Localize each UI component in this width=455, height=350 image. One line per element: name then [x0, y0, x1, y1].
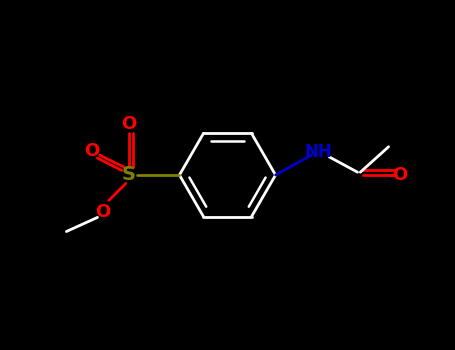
Text: O: O: [392, 166, 408, 184]
Text: O: O: [96, 203, 111, 221]
Text: O: O: [84, 142, 100, 160]
Text: S: S: [121, 166, 136, 184]
Text: NH: NH: [304, 144, 332, 161]
Text: O: O: [121, 115, 136, 133]
